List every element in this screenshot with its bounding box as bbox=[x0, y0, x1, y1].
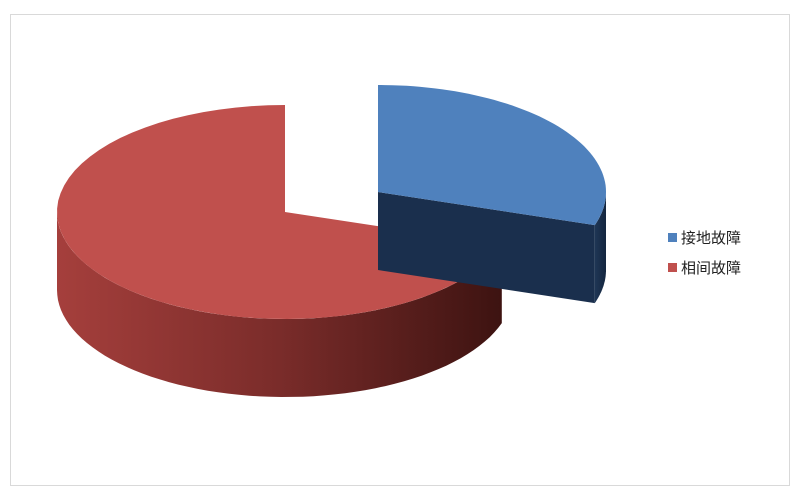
legend-label: 相间故障 bbox=[681, 258, 742, 277]
legend-item-phase-fault: 相间故障 bbox=[668, 252, 741, 282]
legend-swatch bbox=[668, 232, 677, 242]
legend-item-ground-fault: 接地故障 bbox=[668, 222, 741, 252]
legend-label: 接地故障 bbox=[681, 228, 742, 247]
chart-frame bbox=[10, 14, 790, 486]
pie-slice-0 bbox=[378, 85, 606, 226]
legend: 接地故障 相间故障 bbox=[668, 222, 741, 282]
legend-swatch bbox=[668, 262, 677, 272]
slice-side-0 bbox=[594, 192, 606, 304]
slice-cut-face bbox=[378, 192, 595, 304]
slice-side-1 bbox=[57, 212, 502, 397]
